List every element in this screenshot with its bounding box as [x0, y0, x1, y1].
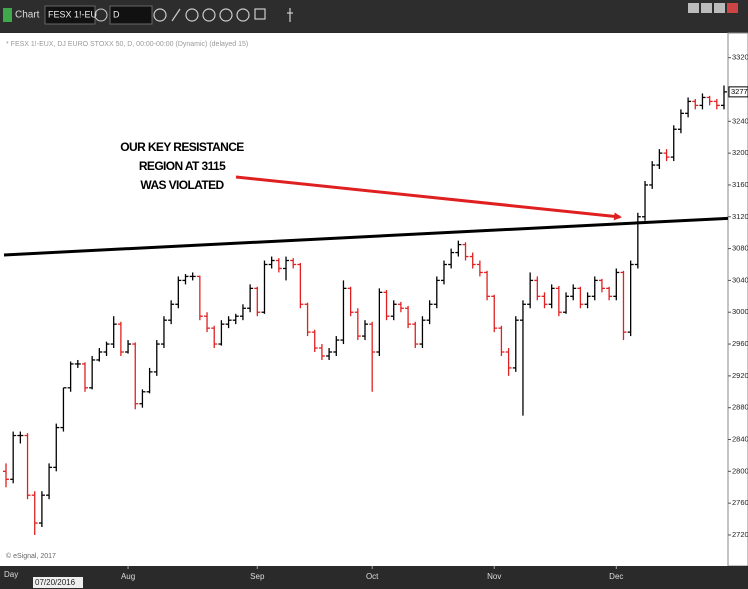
y-tick-label: 3320 [732, 53, 748, 62]
app-icon [3, 8, 12, 22]
tool-icons[interactable] [153, 8, 293, 22]
y-tick-label: 3040 [732, 275, 748, 284]
y-tick-label: 3000 [732, 307, 748, 316]
annotation-text: REGION AT 3115 [139, 159, 226, 173]
time-axis [0, 566, 748, 589]
chart-layer: 2720 2760 2800 2840 2880 2920 2960 3000 3040 3080… [3, 53, 748, 581]
link-icon[interactable] [94, 8, 108, 22]
x-tick-label: Oct [366, 572, 379, 581]
date-box [33, 577, 83, 588]
interval-box[interactable] [109, 5, 153, 25]
trendline [3, 216, 729, 257]
window-title: Chart [15, 10, 40, 21]
y-tick-label: 2720 [732, 530, 748, 539]
plot-area [0, 33, 728, 566]
x-tick-label: Sep [250, 572, 265, 581]
y-tick-label: 3240 [732, 116, 748, 125]
y-tick-label: 3200 [732, 148, 748, 157]
last-price-label: 3277 [731, 87, 748, 96]
annotation-arrow [235, 175, 622, 221]
interval: D [113, 9, 120, 19]
window-buttons[interactable] [688, 3, 738, 13]
y-tick-label: 2960 [732, 339, 748, 348]
y-tick-label: 2920 [732, 371, 748, 380]
y-tick-label: 2760 [732, 498, 748, 507]
x-tick-label: Nov [487, 572, 501, 581]
y-tick-label: 2840 [732, 434, 748, 443]
start-date: 07/20/2016 [35, 578, 76, 587]
symbol: FESX 1!-EU [48, 9, 97, 19]
price-axis [727, 32, 748, 567]
x-unit: Day [4, 570, 18, 579]
y-tick-label: 2800 [732, 466, 748, 475]
y-tick-label: 2880 [732, 403, 748, 412]
y-tick-label: 3080 [732, 244, 748, 253]
y-tick-label: 3160 [732, 180, 748, 189]
footer: © eSignal, 2017 [6, 552, 56, 560]
y-tick-label: 3120 [732, 212, 748, 221]
x-tick-label: Aug [121, 572, 135, 581]
annotation-text: OUR KEY RESISTANCE [120, 140, 244, 154]
last-price-box [728, 86, 748, 98]
subtitle: * FESX 1!-EUX, DJ EURO STOXX 50, D, 00:0… [6, 41, 248, 48]
x-tick-label: Dec [609, 572, 623, 581]
annotation-text: WAS VIOLATED [140, 178, 224, 192]
